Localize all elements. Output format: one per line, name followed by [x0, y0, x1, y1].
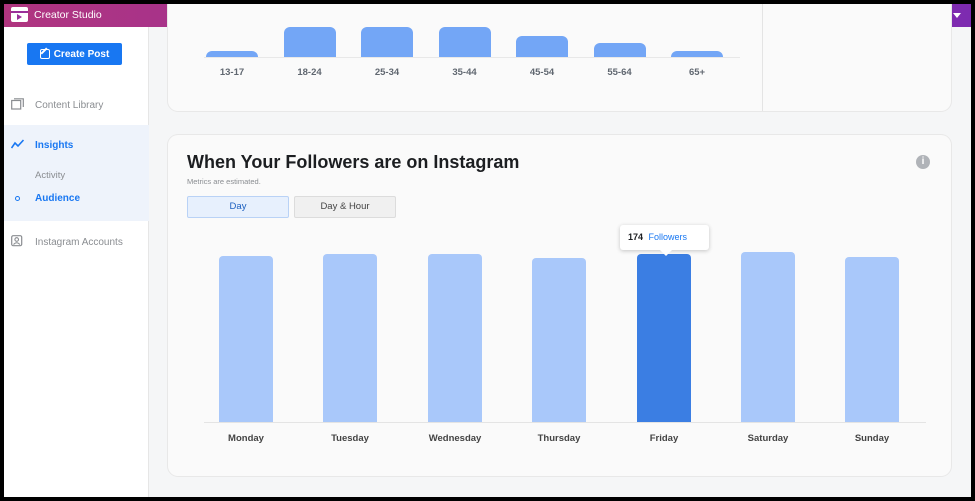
sidebar-item-audience[interactable]: Audience: [35, 193, 81, 204]
age-label: 55-64: [607, 67, 632, 78]
age-label: 35-44: [452, 67, 477, 78]
sidebar-item-label: Instagram Accounts: [35, 237, 123, 248]
insights-icon: [11, 139, 24, 149]
age-bar[interactable]: [593, 43, 646, 57]
age-bar[interactable]: [516, 36, 568, 57]
age-bar[interactable]: [283, 27, 336, 57]
creator-studio-window: Creator Studio f 1 ? Create Post Content…: [4, 4, 971, 497]
tooltip-value: 174: [628, 232, 644, 242]
day-label: Sunday: [854, 433, 890, 444]
create-post-label: Create Post: [53, 48, 110, 60]
day-label: Monday: [228, 433, 264, 444]
day-label: Tuesday: [331, 433, 369, 444]
day-label: Saturday: [747, 433, 789, 444]
creator-studio-logo-icon[interactable]: [11, 7, 28, 22]
content-library-icon: [11, 98, 24, 110]
day-bar-tuesday[interactable]: [323, 254, 377, 422]
tab-day[interactable]: Day: [187, 196, 289, 218]
day-bar-thursday[interactable]: [532, 258, 586, 422]
day-bar-saturday[interactable]: [741, 252, 795, 422]
chevron-down-icon[interactable]: [953, 13, 961, 18]
create-post-button[interactable]: Create Post: [27, 43, 122, 65]
tooltip-label: Followers: [648, 232, 688, 242]
card-divider: [762, 4, 763, 111]
age-bar[interactable]: [361, 27, 413, 57]
day-label: Thursday: [537, 433, 581, 444]
day-label: Friday: [649, 433, 679, 444]
followers-by-day-chart: Monday Tuesday Wednesday Thursday Friday Satu…: [168, 135, 951, 476]
card-subtitle: Metrics are estimated.: [187, 177, 261, 186]
age-chart-axis: [204, 57, 740, 58]
sidebar-item-content-library[interactable]: Content Library: [4, 90, 149, 120]
day-bar-monday[interactable]: [219, 256, 273, 422]
bar-tooltip: 174 Followers: [620, 225, 709, 256]
day-chart-axis: [204, 422, 926, 423]
day-bar-sunday[interactable]: [845, 257, 899, 422]
age-label: 45-54: [529, 67, 555, 78]
age-label: 65+: [688, 67, 706, 78]
sidebar-item-insights[interactable]: Insights: [4, 130, 149, 160]
age-label: 25-34: [374, 67, 400, 78]
age-label: 13-17: [219, 67, 245, 78]
age-bar[interactable]: [438, 27, 491, 57]
age-bar[interactable]: [206, 51, 258, 57]
day-bar-wednesday[interactable]: [428, 254, 482, 422]
accounts-icon: [11, 235, 23, 247]
sidebar: Create Post Content Library Insights Act…: [4, 27, 149, 497]
day-label: Wednesday: [428, 433, 482, 444]
sidebar-item-activity[interactable]: Activity: [35, 170, 66, 181]
sidebar-item-label: Content Library: [35, 100, 104, 111]
info-icon[interactable]: i: [916, 155, 930, 169]
followers-activity-card: When Your Followers are on Instagram Met…: [168, 135, 951, 476]
app-title: Creator Studio: [34, 9, 102, 21]
selected-indicator-icon: [15, 196, 20, 201]
sidebar-item-instagram-accounts[interactable]: Instagram Accounts: [4, 227, 149, 257]
compose-icon: [39, 49, 50, 59]
age-label: 18-24: [297, 67, 322, 78]
sidebar-item-label: Insights: [35, 140, 74, 151]
insights-section: [4, 125, 149, 221]
day-bar-friday[interactable]: [637, 254, 691, 422]
age-bar[interactable]: [671, 51, 723, 57]
age-range-card: 13-17 18-24 25-34 35-44 45-54 55-64 65+: [168, 4, 951, 111]
card-title: When Your Followers are on Instagram: [187, 152, 520, 172]
tab-day-and-hour[interactable]: Day & Hour: [294, 196, 396, 218]
